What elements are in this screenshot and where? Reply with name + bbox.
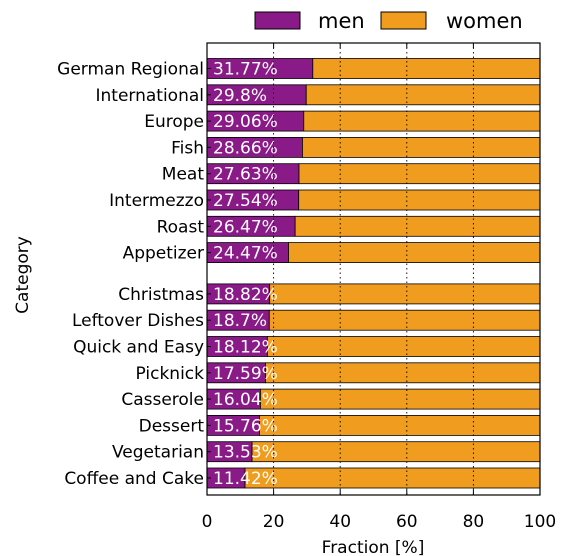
bar-women — [269, 283, 541, 305]
x-tick-label: 100 — [524, 512, 556, 532]
category-label: Fish — [171, 138, 204, 158]
bar-women — [244, 467, 541, 489]
legend-label-men: men — [318, 9, 365, 33]
bar-women — [298, 163, 541, 185]
x-tick-label: 0 — [202, 512, 213, 532]
category-label: Vegetarian — [112, 443, 204, 463]
category-label: Quick and Easy — [73, 338, 204, 358]
category-label: Meat — [162, 165, 205, 185]
bar-women — [294, 215, 541, 237]
bar-women — [266, 336, 541, 357]
category-label: Picknick — [136, 364, 205, 384]
bar-women — [268, 309, 541, 331]
data-label: 13.53% — [213, 443, 278, 463]
bar-women — [305, 84, 541, 106]
grid-lines — [273, 43, 474, 495]
x-tick-label: 20 — [263, 512, 285, 532]
data-label: 27.63% — [213, 165, 278, 185]
x-axis-label: Fraction [%] — [322, 538, 425, 556]
x-tick-label: 80 — [463, 512, 485, 532]
data-label: 11.42% — [213, 469, 278, 489]
category-label: Europe — [144, 112, 204, 132]
plot-frame — [206, 42, 541, 496]
bar-women — [288, 242, 541, 264]
data-label: 16.04% — [213, 390, 278, 410]
category-label: German Regional — [57, 60, 204, 80]
category-label: Christmas — [118, 285, 204, 305]
category-label: Roast — [157, 217, 205, 237]
data-label: 29.8% — [213, 86, 267, 106]
category-label: Appetizer — [123, 244, 204, 264]
bars: 31.77% 29.8% 29.06% 28.66% 27.63% 27.54% 26.47… — [206, 58, 541, 489]
bar-women — [303, 110, 541, 132]
category-label: Coffee and Cake — [64, 469, 204, 489]
bar-women — [251, 441, 541, 463]
category-labels: German Regional International Europe Fish Me… — [57, 60, 211, 489]
legend-label-women: women — [446, 9, 523, 33]
y-axis-label: Category — [13, 236, 33, 314]
data-label: 18.12% — [213, 338, 278, 358]
category-label: Leftover Dishes — [72, 311, 204, 331]
data-label: 31.77% — [213, 60, 278, 80]
x-tick-label: 40 — [329, 512, 351, 532]
category-label: International — [96, 86, 205, 106]
legend: men women — [254, 9, 523, 33]
data-label: 24.47% — [213, 244, 278, 264]
data-label: 17.59% — [213, 364, 278, 384]
bar-women — [259, 414, 541, 436]
data-label: 18.7% — [213, 311, 267, 331]
legend-swatch-women — [380, 11, 427, 30]
bar-women — [265, 362, 541, 384]
x-tick-label: 60 — [396, 512, 418, 532]
data-label: 29.06% — [213, 112, 278, 132]
data-label: 28.66% — [213, 138, 278, 158]
category-label: Intermezzo — [109, 191, 204, 211]
category-label: Dessert — [139, 416, 205, 436]
data-label: 27.54% — [213, 191, 278, 211]
bar-women — [260, 388, 541, 410]
data-label: 18.82% — [213, 285, 278, 305]
bar-women — [298, 189, 541, 211]
x-axis-ticks: 0 20 40 60 80 100 — [202, 43, 556, 532]
bar-women — [302, 136, 541, 158]
data-label: 26.47% — [213, 217, 278, 237]
legend-swatch-men — [254, 11, 301, 30]
bar-women — [312, 58, 541, 79]
category-label: Casserole — [121, 390, 204, 410]
data-label: 15.76% — [213, 416, 278, 436]
